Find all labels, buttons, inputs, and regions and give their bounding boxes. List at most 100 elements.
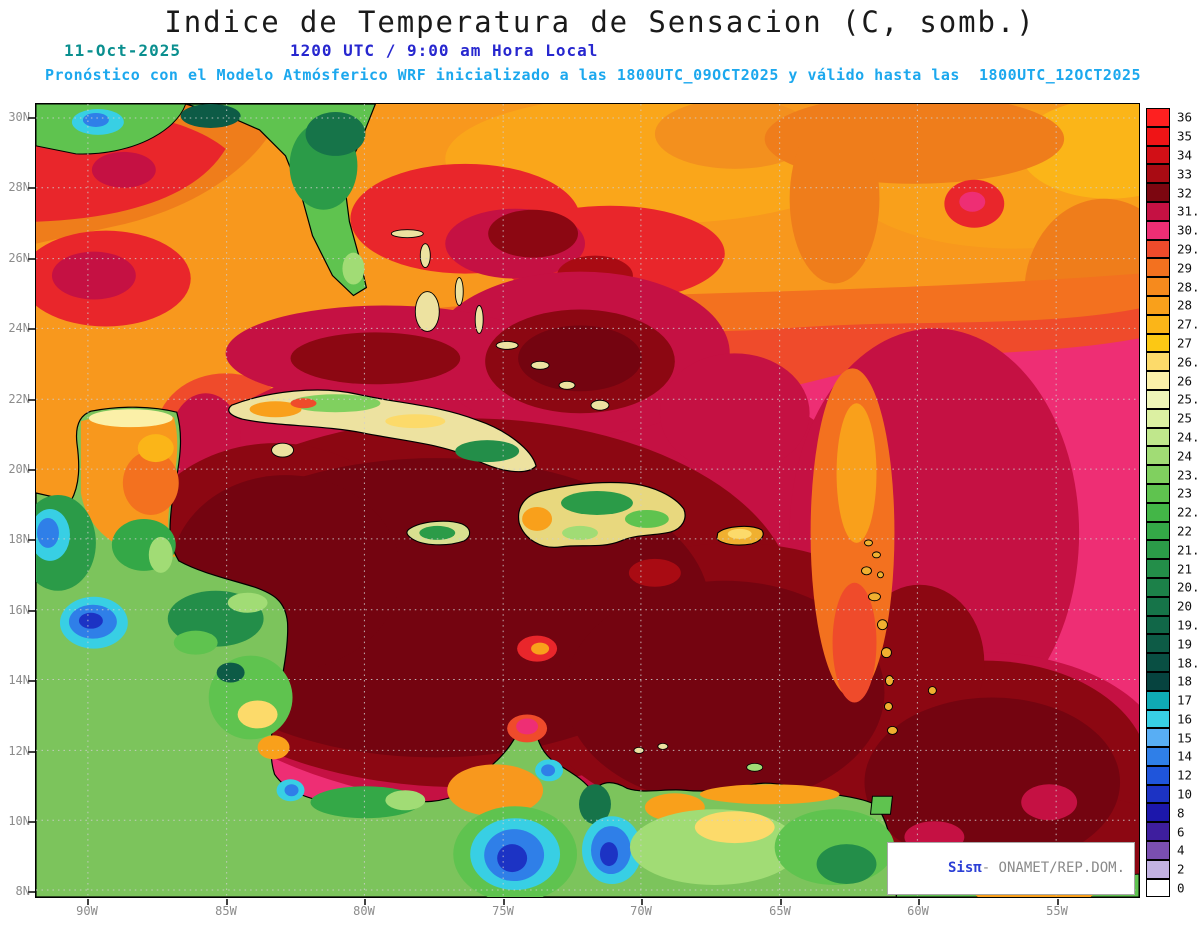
colorbar-swatch <box>1146 333 1170 353</box>
colorbar-label: 21 <box>1177 561 1193 577</box>
central-south-america-landmass <box>36 406 898 897</box>
colorbar-label: 12 <box>1177 767 1193 783</box>
colorbar-entry: 8 <box>1146 803 1185 823</box>
lon-tick <box>780 899 782 905</box>
colorbar-swatch <box>1146 671 1170 691</box>
colorbar-swatch <box>1146 653 1170 672</box>
lon-tick <box>641 899 643 905</box>
colorbar-entry: 30.7 <box>1146 220 1200 240</box>
lon-label: 55W <box>1046 904 1068 918</box>
colorbar-label: 30.7 <box>1177 222 1200 238</box>
colorbar-swatch <box>1146 634 1170 654</box>
colorbar-swatch <box>1146 220 1170 240</box>
colorbar-swatch <box>1146 728 1170 748</box>
lat-tick <box>28 610 35 612</box>
lat-label: 16N <box>8 603 30 617</box>
colorbar-swatch <box>1146 258 1170 278</box>
colorbar-label: 31.5 <box>1177 203 1200 219</box>
colorbar-entry: 21 <box>1146 559 1192 578</box>
colorbar-entry: 28 <box>1146 295 1192 315</box>
colorbar-entry: 16 <box>1146 709 1192 729</box>
colorbar-label: 2 <box>1177 861 1185 877</box>
colorbar-entry: 17 <box>1146 690 1192 710</box>
weather-map: Sisπ- ONAMET/REP.DOM. <box>35 103 1140 898</box>
colorbar-label: 27.5 <box>1177 316 1200 332</box>
lon-tick <box>1057 899 1059 905</box>
colorbar-swatch <box>1146 502 1170 522</box>
lon-label: 90W <box>76 904 98 918</box>
lat-tick <box>28 187 35 189</box>
lat-label: 22N <box>8 392 30 406</box>
colorbar-label: 28.5 <box>1177 279 1200 295</box>
colorbar-label: 23 <box>1177 485 1193 501</box>
colorbar-swatch <box>1146 709 1170 729</box>
colorbar-entry: 19.5 <box>1146 615 1200 635</box>
cuba-island <box>228 389 537 473</box>
heat-index-contour-graphic <box>36 104 1139 897</box>
colorbar-entry: 6 <box>1146 822 1185 842</box>
colorbar-entry: 24.5 <box>1146 427 1200 447</box>
colorbar-swatch <box>1146 126 1170 146</box>
colorbar-label: 14 <box>1177 748 1193 764</box>
lon-label: 60W <box>907 904 929 918</box>
page-title: Indice de Temperatura de Sensacion (C, s… <box>164 5 1036 39</box>
colorbar-swatch <box>1146 521 1170 541</box>
colorbar-entry: 25 <box>1146 408 1192 428</box>
colorbar-label: 19 <box>1177 636 1193 652</box>
colorbar-entry: 21.5 <box>1146 540 1200 560</box>
colorbar-swatch <box>1146 239 1170 259</box>
colorbar-entry: 27 <box>1146 333 1192 353</box>
colorbar-swatch <box>1146 465 1170 484</box>
colorbar-entry: 4 <box>1146 841 1185 860</box>
colorbar-entry: 15 <box>1146 728 1192 748</box>
header-time: 1200 UTC / 9:00 am Hora Local <box>290 41 599 60</box>
colorbar-label: 29 <box>1177 260 1193 276</box>
lon-tick <box>503 899 505 905</box>
colorbar-label: 4 <box>1177 842 1185 858</box>
colorbar-label: 24.5 <box>1177 429 1200 445</box>
lat-tick <box>28 117 35 119</box>
colorbar-swatch <box>1146 784 1170 804</box>
colorbar-entry: 34 <box>1146 145 1192 165</box>
colorbar-entry: 29.7 <box>1146 239 1200 259</box>
colorbar-swatch <box>1146 183 1170 202</box>
lat-label: 14N <box>8 673 30 687</box>
lat-label: 8N <box>15 884 30 898</box>
lon-label: 80W <box>353 904 375 918</box>
colorbar-swatch <box>1146 277 1170 296</box>
colorbar-entry: 10 <box>1146 784 1192 804</box>
colorbar-label: 16 <box>1177 711 1193 727</box>
colorbar-label: 6 <box>1177 824 1185 840</box>
colorbar-swatch <box>1146 295 1170 315</box>
colorbar-swatch <box>1146 408 1170 428</box>
colorbar-entry: 26 <box>1146 371 1192 390</box>
colorbar-swatch <box>1146 145 1170 165</box>
colorbar-label: 24 <box>1177 448 1193 464</box>
lat-tick <box>28 680 35 682</box>
colorbar-swatch <box>1146 859 1170 879</box>
lat-label: 24N <box>8 321 30 335</box>
lat-tick <box>28 469 35 471</box>
colorbar-swatch <box>1146 483 1170 503</box>
colorbar-swatch <box>1146 108 1170 127</box>
lat-label: 20N <box>8 462 30 476</box>
colorbar-swatch <box>1146 822 1170 842</box>
lat-label: 10N <box>8 814 30 828</box>
colorbar-entry: 23.5 <box>1146 465 1200 484</box>
colorbar-swatch <box>1146 577 1170 597</box>
colorbar-label: 33 <box>1177 166 1193 182</box>
credit-org: - ONAMET/REP.DOM. <box>981 860 1125 876</box>
colorbar-entry: 20 <box>1146 596 1192 616</box>
colorbar-entry: 25.5 <box>1146 389 1200 409</box>
lon-tick <box>918 899 920 905</box>
colorbar-swatch <box>1146 615 1170 635</box>
lat-tick <box>28 258 35 260</box>
lesser-antilles-islands <box>861 539 937 735</box>
colorbar-entry: 20.5 <box>1146 577 1200 597</box>
colorbar-label: 36 <box>1177 109 1193 125</box>
colorbar-swatch <box>1146 371 1170 390</box>
lat-label: 28N <box>8 180 30 194</box>
colorbar-label: 34 <box>1177 147 1193 163</box>
colorbar-swatch <box>1146 446 1170 466</box>
